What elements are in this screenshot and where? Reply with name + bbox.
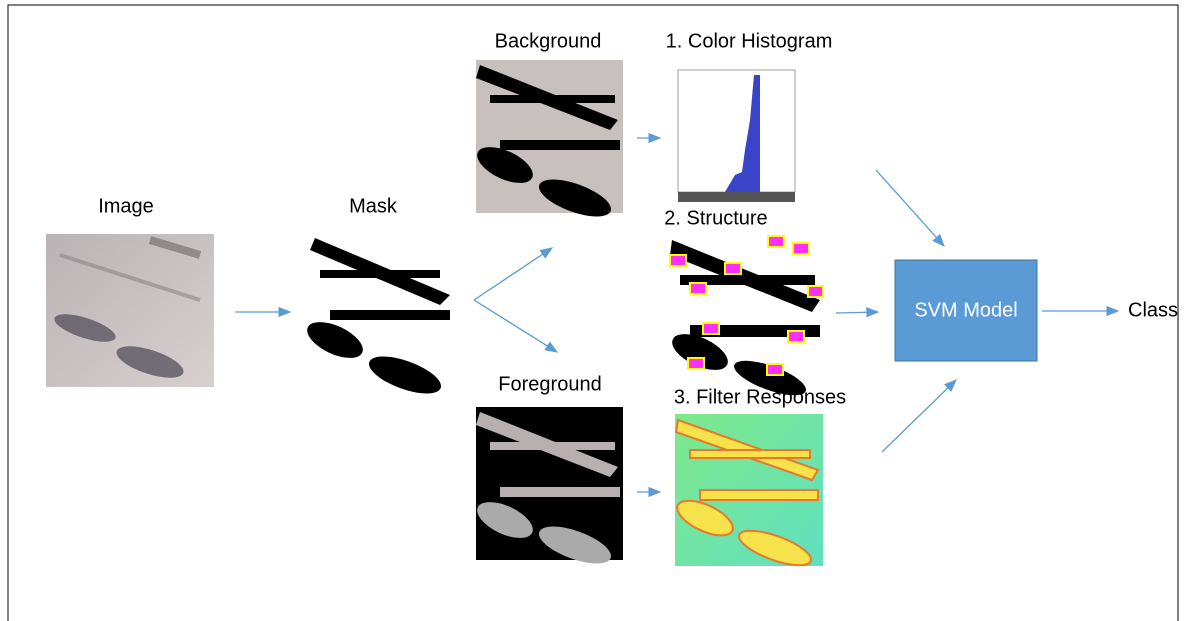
node-label: SVM Model — [914, 299, 1017, 321]
filter-image — [672, 414, 823, 572]
node-label: 3. Filter Responses — [674, 386, 846, 408]
structure-image — [667, 235, 823, 402]
node-label: Foreground — [498, 373, 601, 395]
input-image — [46, 234, 214, 387]
background-image — [472, 60, 623, 224]
node-label: Class — [1128, 299, 1178, 321]
node-label: Background — [495, 30, 602, 52]
mask-image — [302, 234, 455, 401]
foreground-image — [472, 407, 623, 571]
histogram-image — [678, 70, 795, 202]
node-label: 2. Structure — [664, 207, 767, 229]
node-label: Mask — [349, 195, 398, 217]
diagram: Image Mask Background Foreground 1. C — [0, 0, 1185, 621]
node-label: Image — [98, 195, 154, 217]
node-label: 1. Color Histogram — [666, 30, 833, 52]
